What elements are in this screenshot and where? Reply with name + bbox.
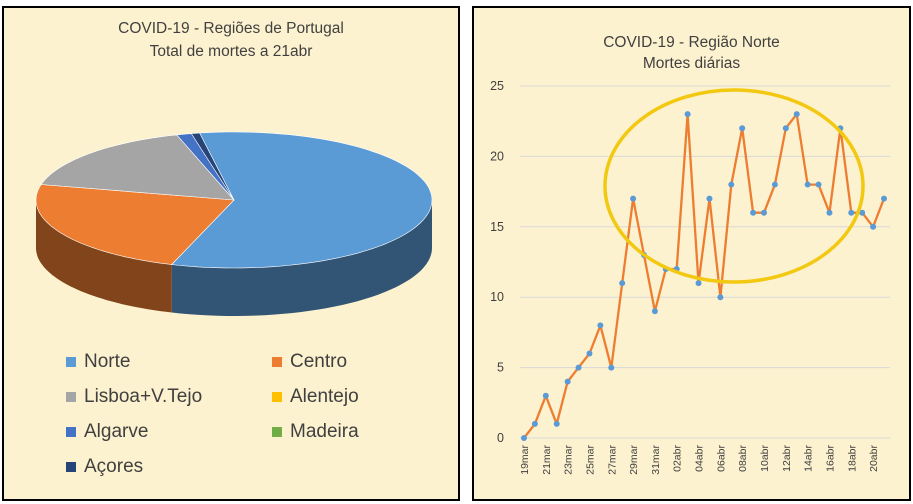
data-point bbox=[771, 181, 778, 188]
pie-slice-0 bbox=[171, 131, 433, 269]
x-tick-label: 16abr bbox=[824, 445, 836, 472]
data-point bbox=[728, 181, 735, 188]
data-point bbox=[826, 209, 833, 216]
x-tick-label: 25mar bbox=[584, 445, 596, 475]
legend-item: Alentejo bbox=[272, 386, 359, 408]
pie-chart-subtitle: Total de mortes a 21abr bbox=[149, 43, 313, 60]
legend-item: Norte bbox=[66, 351, 130, 373]
data-point bbox=[782, 125, 789, 132]
pie-chart-title: COVID-19 - Regiões de Portugal bbox=[118, 20, 344, 37]
data-point bbox=[564, 378, 571, 385]
x-tick-label: 31mar bbox=[650, 445, 662, 475]
pie-slice-6 bbox=[190, 132, 235, 201]
data-point bbox=[597, 322, 604, 329]
x-tick-label: 20abr bbox=[868, 445, 880, 472]
data-point bbox=[586, 350, 593, 357]
data-point bbox=[521, 435, 527, 441]
data-point bbox=[575, 364, 582, 371]
data-point bbox=[859, 209, 866, 216]
x-tick-label: 08abr bbox=[737, 445, 749, 472]
pie-chart-panel: COVID-19 - Regiões de Portugal Total de … bbox=[2, 6, 460, 501]
x-tick-label: 21mar bbox=[541, 445, 553, 475]
pie-slice-2 bbox=[40, 134, 235, 201]
x-tick-label: 19mar bbox=[519, 445, 531, 475]
y-tick-label: 5 bbox=[497, 361, 504, 375]
pie-top-faces bbox=[35, 131, 433, 269]
data-point bbox=[870, 223, 877, 230]
x-tick-label: 23mar bbox=[563, 445, 575, 475]
data-point bbox=[651, 308, 658, 315]
x-tick-label: 29mar bbox=[628, 445, 640, 475]
legend-item: Madeira bbox=[272, 421, 359, 443]
line-chart-panel: COVID-19 - Região Norte Mortes diárias 0… bbox=[472, 6, 911, 501]
data-point bbox=[717, 294, 724, 301]
data-point bbox=[804, 181, 811, 188]
x-tick-label: 06abr bbox=[715, 445, 727, 472]
pie-chart-plot bbox=[35, 131, 433, 316]
legend-label: Açores bbox=[84, 456, 144, 477]
legend-swatch bbox=[272, 427, 282, 437]
x-tick-label: 10abr bbox=[759, 445, 771, 472]
legend-swatch bbox=[66, 427, 76, 437]
legend-item: Açores bbox=[66, 456, 143, 478]
data-point bbox=[793, 111, 800, 118]
data-point bbox=[684, 111, 691, 118]
legend-swatch bbox=[272, 357, 282, 367]
series-line bbox=[523, 113, 886, 439]
data-point bbox=[531, 420, 538, 427]
legend-label: Lisboa+V.Tejo bbox=[84, 386, 203, 407]
x-tick-label: 04abr bbox=[694, 445, 706, 472]
data-point bbox=[695, 280, 702, 287]
x-tick-label: 27mar bbox=[606, 445, 618, 475]
line-chart-subtitle: Mortes diárias bbox=[642, 55, 741, 72]
pie-side-1 bbox=[36, 200, 172, 313]
data-point bbox=[630, 195, 637, 202]
legend-item: Algarve bbox=[66, 421, 148, 443]
pie-slice-4 bbox=[176, 133, 235, 201]
data-point bbox=[848, 209, 855, 216]
x-tick-label: 18abr bbox=[846, 445, 858, 472]
y-tick-label: 15 bbox=[490, 220, 504, 234]
x-tick-label: 14abr bbox=[803, 445, 815, 472]
legend-item: Lisboa+V.Tejo bbox=[66, 386, 202, 408]
x-tick-label: 12abr bbox=[781, 445, 793, 472]
data-point bbox=[553, 420, 560, 427]
data-point bbox=[815, 181, 822, 188]
data-point bbox=[739, 125, 746, 132]
y-tick-label: 10 bbox=[490, 290, 504, 304]
legend-item: Centro bbox=[272, 351, 347, 373]
pie-slice-1 bbox=[35, 184, 235, 265]
legend-swatch bbox=[66, 357, 76, 367]
line-chart-title: COVID-19 - Região Norte bbox=[603, 34, 780, 51]
legend-swatch bbox=[66, 392, 76, 402]
legend-label: Centro bbox=[290, 351, 348, 372]
x-tick-label: 02abr bbox=[672, 445, 684, 472]
line-chart-plot: 0 5 10 15 20 25 19mar 21mar 23mar 25mar 27mar 29mar… bbox=[490, 79, 890, 475]
legend-label: Alentejo bbox=[290, 386, 359, 407]
legend-swatch bbox=[272, 392, 282, 402]
data-point bbox=[761, 209, 767, 216]
legend-swatch bbox=[66, 462, 76, 472]
data-point bbox=[619, 280, 626, 287]
pie-side-0 bbox=[171, 200, 432, 316]
pie-side-walls bbox=[36, 200, 432, 316]
legend-label: Madeira bbox=[290, 421, 359, 442]
y-tick-label: 25 bbox=[490, 79, 504, 93]
y-tick-label: 20 bbox=[490, 149, 504, 163]
data-point bbox=[706, 195, 713, 202]
y-tick-label: 0 bbox=[497, 431, 504, 445]
legend-label: Norte bbox=[84, 351, 131, 372]
legend-label: Algarve bbox=[84, 421, 149, 442]
data-point bbox=[750, 209, 757, 216]
data-point bbox=[542, 392, 549, 399]
data-point bbox=[608, 364, 615, 371]
highlight-ellipse bbox=[603, 88, 865, 284]
data-point bbox=[881, 195, 887, 202]
